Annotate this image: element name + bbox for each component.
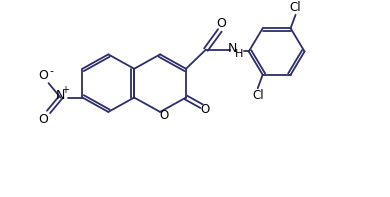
Text: -: - — [50, 66, 53, 76]
Text: N: N — [56, 89, 65, 102]
Text: O: O — [39, 69, 48, 82]
Text: O: O — [216, 17, 226, 30]
Text: H: H — [235, 49, 243, 59]
Text: O: O — [160, 109, 169, 122]
Text: +: + — [62, 85, 69, 95]
Text: Cl: Cl — [290, 1, 301, 14]
Text: O: O — [39, 113, 48, 126]
Text: O: O — [201, 102, 210, 115]
Text: N: N — [228, 42, 238, 55]
Text: Cl: Cl — [252, 89, 264, 102]
